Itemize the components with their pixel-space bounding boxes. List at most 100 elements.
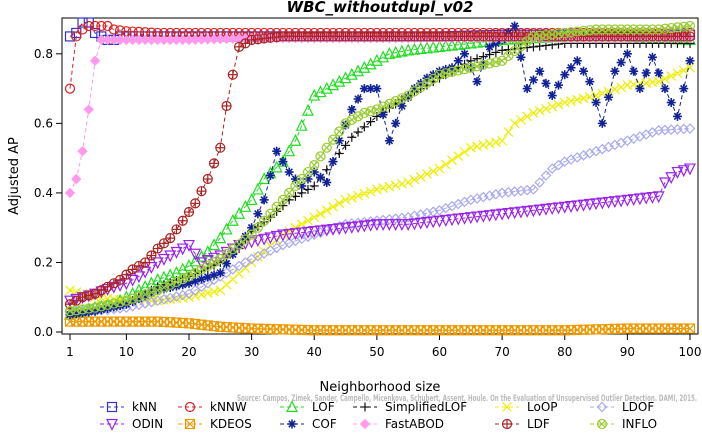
data-point <box>503 45 513 55</box>
x-tick-label: 60 <box>432 345 447 359</box>
data-point <box>501 418 513 430</box>
data-point <box>83 290 94 301</box>
series-line <box>70 128 691 312</box>
legend-label: SimplifiedLOF <box>385 400 467 414</box>
data-point <box>496 208 509 221</box>
data-point <box>278 157 288 167</box>
data-point <box>164 250 177 263</box>
x-tick-label: 80 <box>557 345 572 359</box>
data-point <box>327 134 339 145</box>
data-point <box>528 75 538 85</box>
data-point <box>151 257 164 270</box>
legend-item-knn: kNN <box>100 400 157 414</box>
data-point <box>259 215 270 226</box>
data-point <box>71 31 82 42</box>
data-point <box>616 82 627 93</box>
data-point <box>465 142 476 153</box>
data-point <box>491 47 501 57</box>
data-point <box>439 214 452 227</box>
legend-item-fastabod: FastABOD <box>353 417 444 431</box>
data-point <box>484 138 495 149</box>
data-point <box>89 55 101 66</box>
watermark-text: Source: Campos, Zimek, Sander, Campello,… <box>237 394 697 404</box>
data-point <box>684 31 696 42</box>
legend-label: KDEOS <box>210 417 252 431</box>
data-point <box>77 17 88 28</box>
data-point <box>452 37 465 50</box>
data-point <box>152 243 163 254</box>
data-point <box>489 209 502 222</box>
data-point <box>516 52 526 62</box>
data-point <box>453 56 463 66</box>
data-point <box>146 250 157 261</box>
x-tick-label: 10 <box>119 345 134 359</box>
data-point <box>409 210 420 222</box>
legend-label: INFLO <box>622 417 657 431</box>
data-point <box>497 135 508 146</box>
data-point <box>390 180 401 191</box>
data-point <box>477 210 490 223</box>
data-point <box>478 139 489 150</box>
data-point <box>402 211 414 223</box>
data-point <box>146 296 157 308</box>
data-point <box>347 132 357 142</box>
data-point <box>183 206 195 218</box>
data-point <box>352 221 365 234</box>
data-point <box>251 235 264 248</box>
data-point <box>616 58 626 68</box>
x-tick-label: 100 <box>679 345 702 359</box>
data-point <box>577 199 590 212</box>
data-point <box>471 211 484 224</box>
data-point <box>278 201 288 211</box>
data-point <box>353 190 364 201</box>
data-point <box>184 418 196 430</box>
data-point <box>258 233 271 246</box>
data-point <box>527 205 540 218</box>
data-point <box>370 219 383 232</box>
legend-label: LOF <box>312 400 335 414</box>
data-point <box>265 32 276 43</box>
data-point <box>334 149 344 158</box>
data-point <box>171 291 182 302</box>
data-point <box>289 228 302 241</box>
x-tick-label: 90 <box>620 345 635 359</box>
data-point <box>414 217 427 230</box>
data-point <box>653 76 664 87</box>
data-point <box>503 127 514 137</box>
data-point <box>302 166 314 178</box>
data-point <box>89 27 101 39</box>
data-point <box>227 69 238 80</box>
data-point <box>371 184 382 195</box>
x-tick-label: 70 <box>494 345 509 359</box>
data-point <box>560 70 570 80</box>
data-point <box>102 20 113 32</box>
data-point <box>133 299 145 311</box>
data-point <box>322 165 332 175</box>
series-group <box>64 17 696 336</box>
x-tick-label: 1 <box>66 345 74 359</box>
legend-label: kNN <box>132 400 157 414</box>
data-point <box>353 127 363 137</box>
series-ldf <box>64 31 696 310</box>
data-point <box>283 144 296 157</box>
data-point <box>176 243 189 256</box>
data-point <box>433 40 446 52</box>
data-point <box>226 213 239 226</box>
data-point <box>115 274 126 285</box>
data-point <box>615 195 628 208</box>
data-point <box>245 193 258 205</box>
data-point <box>490 188 502 200</box>
data-point <box>522 111 533 122</box>
data-point <box>539 203 552 216</box>
data-point <box>108 24 119 35</box>
data-point <box>221 100 232 112</box>
data-point <box>565 201 577 213</box>
data-point <box>609 84 620 95</box>
data-point <box>322 177 332 187</box>
data-point <box>102 281 113 292</box>
data-point <box>377 219 390 232</box>
data-point <box>328 157 338 167</box>
data-point <box>252 222 263 233</box>
data-point <box>635 84 645 94</box>
